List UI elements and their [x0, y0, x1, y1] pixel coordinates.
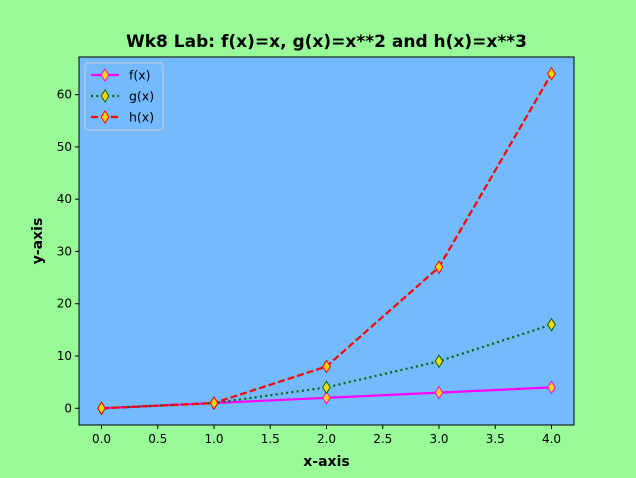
data-point-marker: [322, 359, 331, 374]
y-axis-label: y-axis: [30, 218, 46, 265]
x-tick-label: 2.0: [317, 432, 336, 446]
legend-marker: [100, 110, 110, 124]
data-point-marker: [547, 317, 556, 332]
data-point-marker: [547, 66, 556, 81]
y-tick-label: 10: [57, 349, 72, 363]
x-tick-label: 3.5: [486, 432, 505, 446]
y-tick-label: 60: [57, 88, 72, 102]
data-point-marker: [434, 385, 444, 400]
x-tick-label: 1.0: [204, 432, 223, 446]
legend: f(x) g(x) h(x): [84, 62, 164, 131]
series-layer: [97, 66, 556, 416]
legend-marker: [100, 89, 110, 103]
data-point-marker: [434, 354, 444, 369]
x-tick-label: 3.0: [429, 432, 448, 446]
y-tick-label: 40: [57, 192, 72, 206]
y-ticks: 0 10 20 30 40 50 60: [57, 88, 79, 415]
x-axis-label: x-axis: [303, 454, 349, 470]
chart-title: Wk8 Lab: f(x)=x, g(x)=x**2 and h(x)=x**3: [126, 32, 527, 52]
y-tick-label: 20: [57, 297, 72, 311]
x-ticks: 0.0 0.5 1.0 1.5 2.0 2.5 3.0 3.5 4.0: [92, 425, 561, 446]
data-point-marker: [209, 396, 219, 410]
y-tick-label: 30: [57, 244, 72, 258]
legend-marker: [100, 68, 110, 82]
data-point-marker: [322, 390, 331, 405]
x-tick-label: 1.5: [261, 432, 280, 446]
data-point-marker: [547, 380, 556, 395]
data-point-marker: [434, 260, 444, 275]
y-tick-label: 50: [57, 140, 72, 154]
y-tick-label: 0: [64, 401, 72, 415]
data-point-marker: [97, 401, 106, 416]
legend-label: g(x): [129, 89, 154, 104]
legend-label: f(x): [129, 68, 151, 83]
data-point-marker: [322, 380, 331, 395]
x-tick-label: 0.0: [92, 432, 111, 446]
x-tick-label: 2.5: [373, 432, 392, 446]
series-hx: [97, 66, 556, 416]
legend-label: h(x): [129, 110, 154, 125]
x-tick-label: 4.0: [542, 432, 561, 446]
x-tick-label: 0.5: [148, 432, 167, 446]
